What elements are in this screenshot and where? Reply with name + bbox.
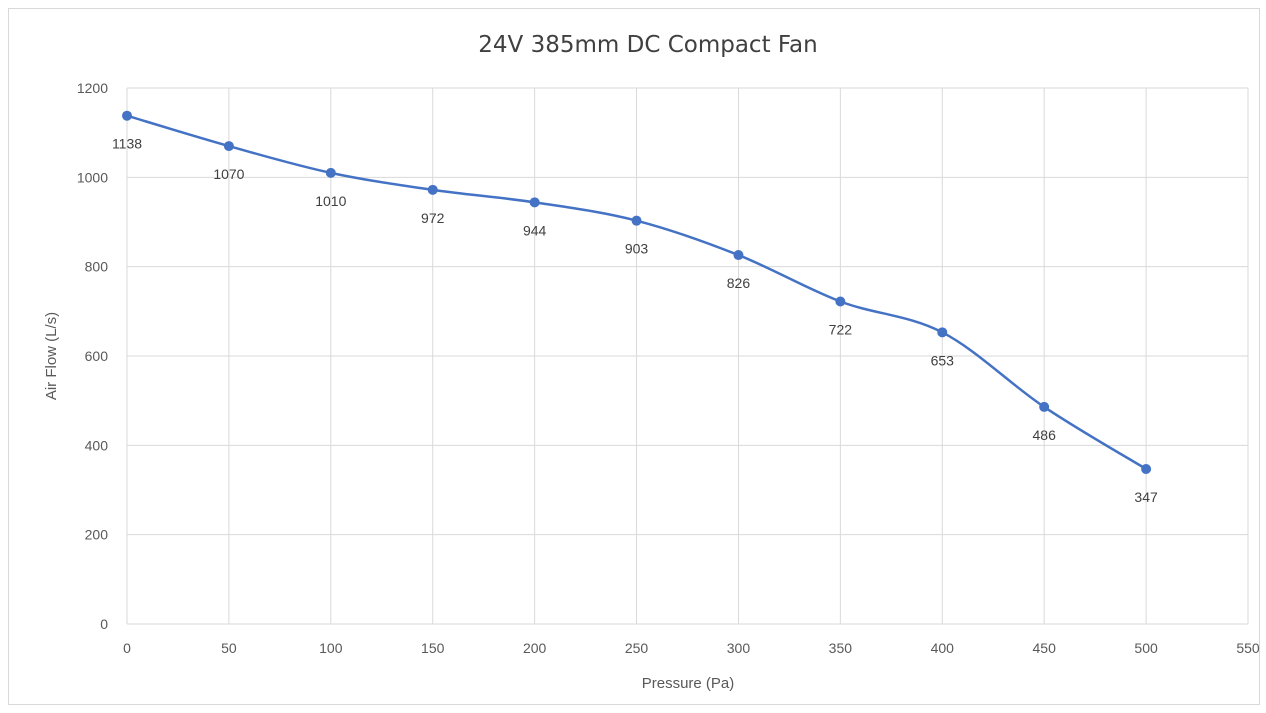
- y-tick-label: 600: [85, 348, 109, 364]
- y-tick-label: 800: [85, 259, 109, 275]
- x-tick-label: 250: [625, 640, 649, 656]
- x-tick-label: 50: [221, 640, 237, 656]
- data-point: [325, 167, 336, 178]
- x-tick-label: 450: [1033, 640, 1057, 656]
- data-label: 347: [1134, 489, 1158, 505]
- y-tick-label: 0: [100, 616, 108, 632]
- x-axis-title: Pressure (Pa): [642, 675, 735, 692]
- y-tick-label: 200: [85, 527, 109, 543]
- data-label: 486: [1033, 427, 1057, 443]
- data-labels: 1138 1070 1010 972 944 903 826 722 653 486 347: [112, 136, 1158, 505]
- data-label: 972: [421, 210, 445, 226]
- x-axis-ticks: 0 50 100 150 200 250 300 350 400 450 500 550: [123, 640, 1260, 656]
- data-point: [1141, 464, 1152, 475]
- x-tick-label: 500: [1134, 640, 1158, 656]
- x-tick-label: 150: [421, 640, 445, 656]
- y-tick-label: 1200: [77, 80, 108, 96]
- x-tick-label: 200: [523, 640, 547, 656]
- gridlines: [126, 87, 1249, 625]
- x-tick-label: 0: [123, 640, 131, 656]
- data-points: [122, 110, 1152, 475]
- data-label: 653: [931, 352, 955, 368]
- x-tick-label: 400: [931, 640, 955, 656]
- data-point: [937, 327, 948, 338]
- data-point: [427, 184, 438, 195]
- data-label: 1070: [213, 166, 244, 182]
- data-label: 944: [523, 222, 547, 238]
- data-label: 903: [625, 241, 649, 257]
- data-label: 826: [727, 275, 751, 291]
- data-point: [1039, 401, 1050, 412]
- data-label: 1010: [315, 193, 346, 209]
- data-point: [631, 215, 642, 226]
- data-point: [122, 110, 132, 121]
- data-point: [223, 141, 234, 152]
- x-tick-label: 550: [1236, 640, 1260, 656]
- x-tick-label: 300: [727, 640, 751, 656]
- data-label: 1138: [112, 136, 142, 152]
- data-point: [733, 250, 744, 261]
- y-axis-title: Air Flow (L/s): [43, 312, 60, 400]
- y-tick-label: 1000: [77, 169, 108, 185]
- data-label: 722: [829, 322, 853, 338]
- x-tick-label: 350: [829, 640, 853, 656]
- y-axis-ticks: 0 200 400 600 800 1000 1200: [77, 80, 108, 632]
- y-tick-label: 400: [85, 437, 109, 453]
- x-tick-label: 100: [319, 640, 343, 656]
- data-point: [529, 197, 540, 208]
- chart-title: 24V 385mm DC Compact Fan: [478, 32, 817, 58]
- data-point: [835, 296, 846, 307]
